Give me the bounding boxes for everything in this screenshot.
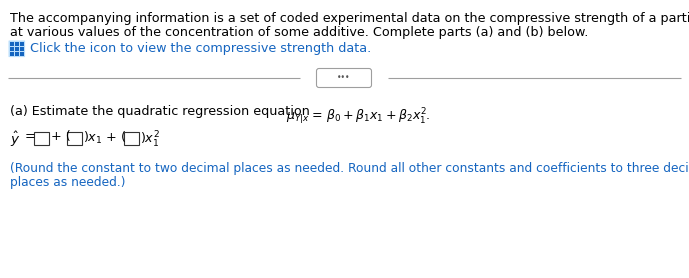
Text: + (: + ( [51,130,71,143]
Bar [34,132,49,145]
Text: )$x_1$ + (: )$x_1$ + ( [83,130,126,146]
Text: The accompanying information is a set of coded experimental data on the compress: The accompanying information is a set of… [10,12,689,25]
Bar [20,42,24,46]
Bar [67,132,82,145]
Bar [124,132,139,145]
Text: at various values of the concentration of some additive. Complete parts (a) and : at various values of the concentration o… [10,26,588,39]
FancyBboxPatch shape [316,68,371,88]
Bar [15,47,19,51]
Text: =: = [21,130,36,143]
Bar [20,52,24,56]
Text: (a) Estimate the quadratic regression equation: (a) Estimate the quadratic regression eq… [10,105,314,118]
Bar [20,47,24,51]
Bar [10,47,14,51]
Text: places as needed.): places as needed.) [10,176,125,189]
Text: )$x_1^2$: )$x_1^2$ [140,130,160,150]
Text: (Round the constant to two decimal places as needed. Round all other constants a: (Round the constant to two decimal place… [10,162,689,175]
FancyBboxPatch shape [8,41,25,57]
Text: •••: ••• [337,73,351,83]
Bar [15,52,19,56]
Bar [15,42,19,46]
Text: $\hat{y}$: $\hat{y}$ [10,130,21,149]
Text: Click the icon to view the compressive strength data.: Click the icon to view the compressive s… [30,42,371,55]
Bar [10,42,14,46]
Text: $\mu_{Y|x}$ = $\beta_0 + \beta_1 x_1 + \beta_2 x_1^2.$: $\mu_{Y|x}$ = $\beta_0 + \beta_1 x_1 + \… [286,106,431,126]
Bar [10,52,14,56]
